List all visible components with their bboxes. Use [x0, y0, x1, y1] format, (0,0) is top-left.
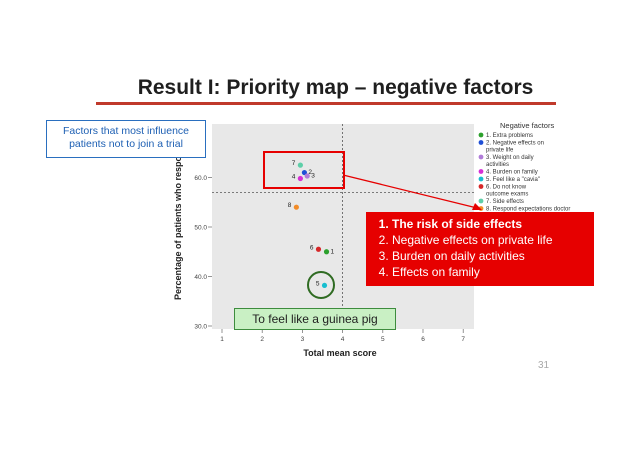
legend-swatch — [478, 176, 484, 182]
legend-entry-label: 6. Do not know — [486, 185, 527, 191]
legend-entry-label: private life — [486, 148, 514, 154]
y-tick-label: 30.0 — [194, 323, 207, 330]
data-point — [301, 169, 308, 176]
legend-entry-label: activities — [486, 162, 509, 168]
y-axis-ticks: 30.0 40.0 50.0 60.0 — [194, 175, 212, 330]
legend-swatch — [478, 184, 484, 189]
data-point — [323, 249, 330, 255]
x-tick-label: 3 — [301, 336, 305, 343]
x-axis-title: Total mean score — [303, 348, 376, 358]
highlight-circle — [307, 271, 335, 299]
legend-swatch — [478, 132, 484, 138]
data-point — [315, 246, 322, 252]
x-tick-label: 5 — [381, 336, 385, 343]
point-label: 2 — [308, 169, 312, 176]
legend-entry-label: outcome exams — [486, 192, 528, 198]
point-label: 4 — [292, 173, 296, 180]
legend-entry-label: 7. Side effects — [486, 199, 524, 205]
x-tick-label: 2 — [260, 336, 264, 343]
data-point — [293, 204, 299, 210]
title-underline — [96, 102, 556, 105]
top-factor-item: Negative effects on private life — [392, 232, 586, 248]
legend-entry-label: 5. Feel like a "cavia" — [486, 177, 540, 183]
callout-arrow-line — [342, 174, 478, 209]
highlight-box — [263, 151, 345, 189]
data-points: 7 2 3 4 8 6 1 5 — [288, 160, 335, 289]
top-factor-item: The risk of side effects — [392, 216, 586, 232]
data-point — [297, 162, 303, 168]
legend-title: Negative factors — [500, 121, 554, 130]
data-point — [297, 175, 303, 182]
legend-entry-label: 4. Burden on family — [486, 170, 538, 176]
point-label: 8 — [288, 202, 292, 209]
x-tick-label: 1 — [220, 336, 224, 343]
point-label: 7 — [292, 160, 296, 167]
point-label: 5 — [316, 280, 320, 287]
point-label: 1 — [331, 248, 335, 255]
slide-title: Result I: Priority map – negative factor… — [137, 76, 534, 99]
legend-entry-label: 3. Weight on daily — [486, 155, 534, 161]
x-tick-label: 6 — [421, 336, 425, 343]
callout-arrowhead — [472, 203, 482, 210]
point-label: 3 — [311, 173, 315, 180]
legend-entry-label: 2. Negative effects on — [486, 141, 544, 147]
legend-swatch — [478, 169, 484, 174]
legend-swatch — [478, 140, 484, 145]
data-point — [321, 282, 328, 289]
x-tick-label: 7 — [461, 336, 465, 343]
legend-swatch — [478, 198, 484, 204]
x-axis-ticks: 1 2 3 4 5 6 7 — [220, 329, 465, 343]
page-number: 31 — [538, 360, 550, 371]
y-axis-title: Percentage of patients who responded < — [173, 127, 183, 300]
data-point — [304, 173, 310, 179]
y-tick-label: 50.0 — [194, 224, 207, 231]
guinea-pig-callout: To feel like a guinea pig — [234, 308, 396, 330]
y-tick-label: 60.0 — [194, 175, 207, 182]
legend-entry-label: 1. Extra problems — [486, 133, 533, 139]
legend: Negative factors 1. Extra problems 2. Neg… — [478, 121, 570, 213]
legend-swatch — [478, 154, 484, 160]
point-label: 6 — [310, 244, 314, 251]
top-factor-item: Burden on daily activities — [392, 248, 586, 264]
legend-entry-label: 8. Respond expectations doctor — [486, 207, 570, 213]
top-factor-item: Effects on family — [392, 264, 586, 280]
y-tick-label: 40.0 — [194, 274, 207, 281]
factors-callout: Factors that most influence patients not… — [46, 120, 206, 158]
top-factors-callout: The risk of side effects Negative effect… — [366, 212, 594, 286]
x-tick-label: 4 — [341, 336, 345, 343]
